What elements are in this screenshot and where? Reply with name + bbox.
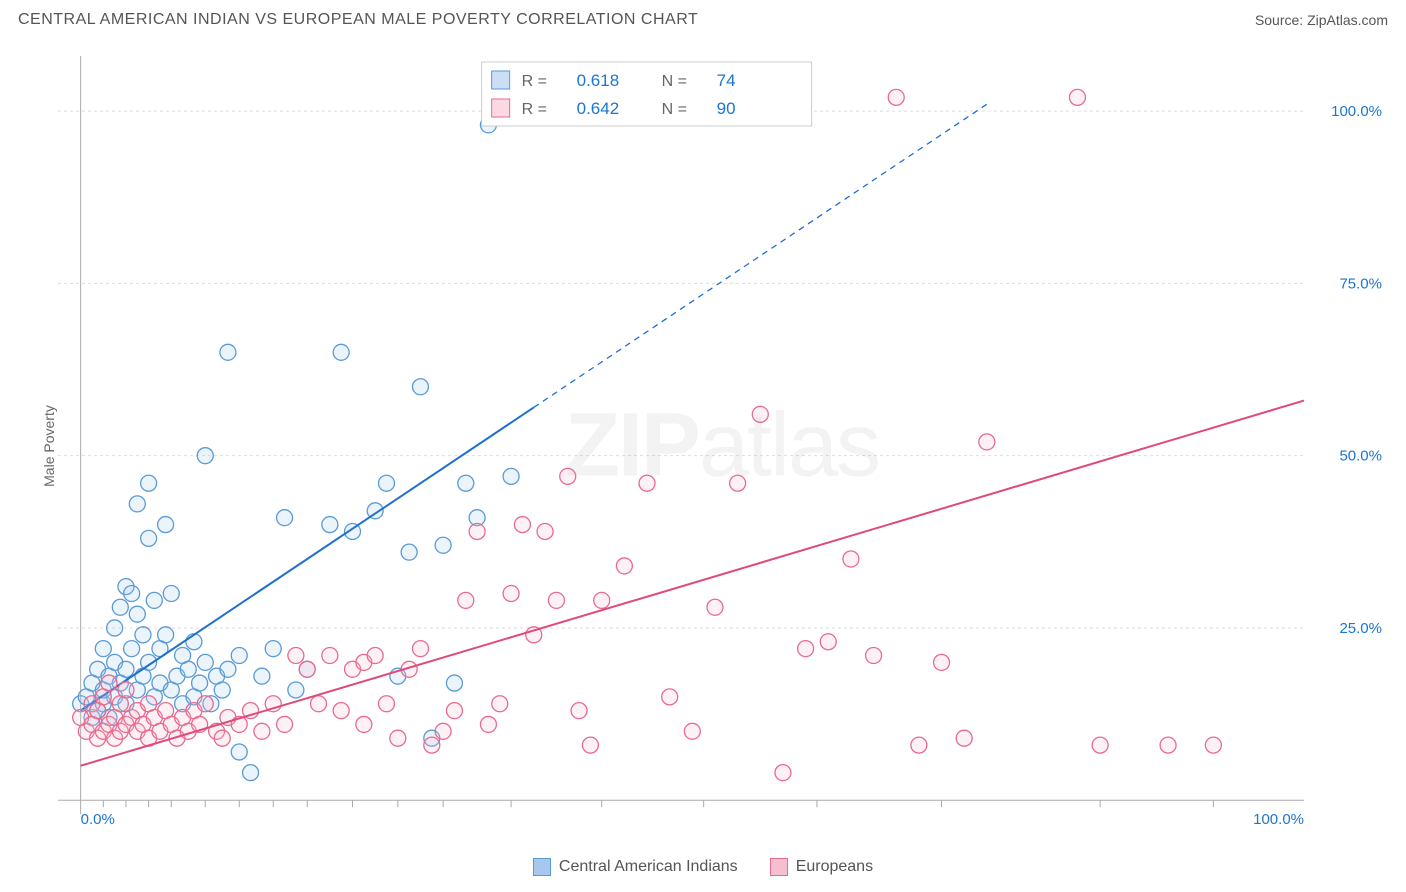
- bottom-legend: Central American Indians Europeans: [0, 852, 1406, 882]
- svg-text:100.0%: 100.0%: [1331, 103, 1382, 120]
- svg-text:0.642: 0.642: [577, 99, 620, 118]
- svg-text:75.0%: 75.0%: [1339, 275, 1382, 292]
- svg-text:0.0%: 0.0%: [81, 811, 115, 828]
- chart-title: CENTRAL AMERICAN INDIAN VS EUROPEAN MALE…: [18, 11, 698, 29]
- svg-text:R =: R =: [522, 101, 547, 118]
- legend-item-eur: Europeans: [770, 858, 873, 876]
- svg-text:N =: N =: [662, 101, 687, 118]
- header: CENTRAL AMERICAN INDIAN VS EUROPEAN MALE…: [0, 0, 1406, 40]
- legend-label: Europeans: [796, 858, 873, 876]
- svg-text:N =: N =: [662, 73, 687, 90]
- source-label: Source: ZipAtlas.com: [1255, 12, 1388, 28]
- svg-text:100.0%: 100.0%: [1253, 811, 1304, 828]
- svg-text:0.618: 0.618: [577, 71, 620, 90]
- svg-text:74: 74: [717, 71, 736, 90]
- legend-swatch: [533, 858, 551, 876]
- svg-text:90: 90: [717, 99, 736, 118]
- legend-swatch: [770, 858, 788, 876]
- svg-text:50.0%: 50.0%: [1339, 448, 1382, 465]
- legend-item-cai: Central American Indians: [533, 858, 738, 876]
- svg-text:R =: R =: [522, 73, 547, 90]
- svg-text:25.0%: 25.0%: [1339, 620, 1382, 637]
- scatter-chart: 25.0% 50.0% 75.0% 100.0% 0.0% 100.0% R = 0.618 N…: [50, 48, 1394, 844]
- chart-area: 25.0% 50.0% 75.0% 100.0% 0.0% 100.0% R = 0.618 N…: [50, 48, 1394, 844]
- legend-label: Central American Indians: [559, 858, 738, 876]
